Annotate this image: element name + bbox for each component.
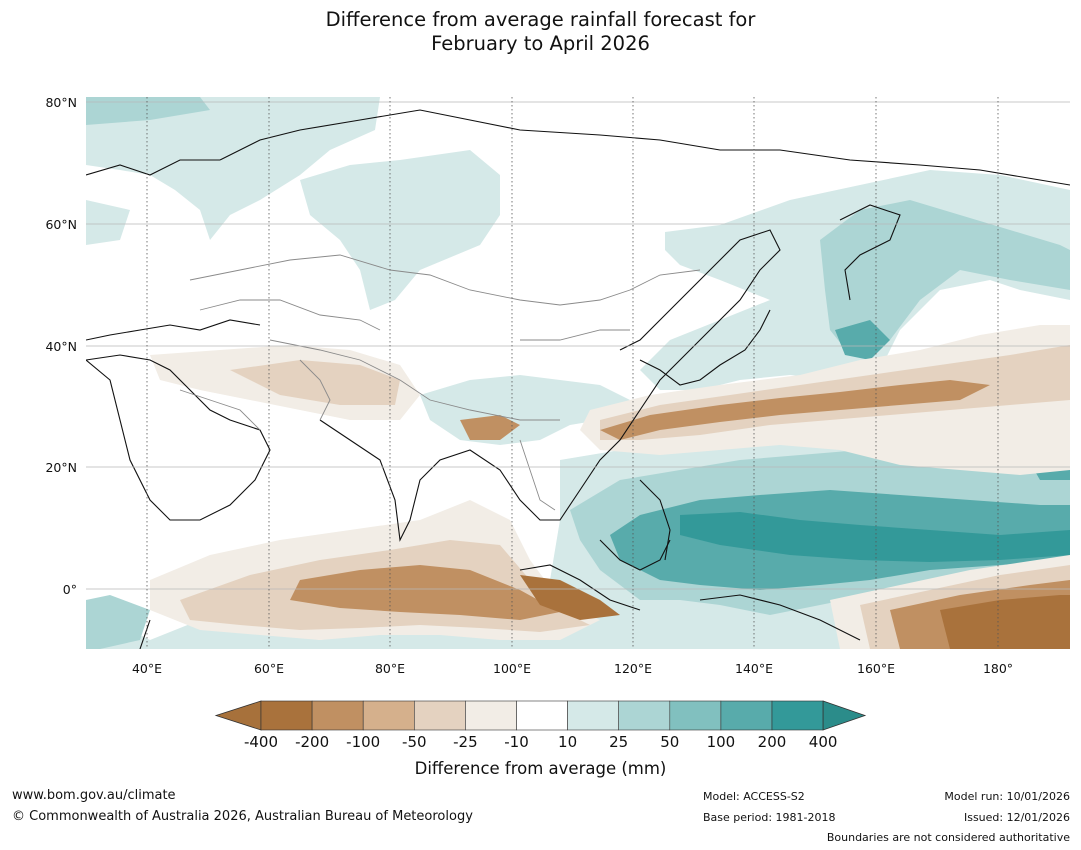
- colorbar-title: Difference from average (mm): [414, 759, 667, 778]
- dry-very-strong: [520, 575, 1070, 649]
- colorbar-segment: [465, 700, 517, 731]
- colorbar-tick-label: -50: [402, 733, 427, 751]
- colorbar-tick-label: 10: [558, 733, 578, 751]
- colorbar: [214, 700, 867, 731]
- colorbar-tick-label: -25: [453, 733, 478, 751]
- model-run-text: Model run: 10/01/2026: [944, 790, 1070, 803]
- lon-label-80e: 80°E: [374, 661, 406, 676]
- coastlines: [86, 109, 1070, 649]
- lon-label-180: 180°: [982, 661, 1014, 676]
- colorbar-segment: [362, 700, 415, 731]
- latitude-gridlines: [86, 101, 1070, 590]
- issued-text: Issued: 12/01/2026: [963, 811, 1070, 824]
- lon-label-100e: 100°E: [492, 661, 532, 676]
- base-period-text: Base period: 1981-2018: [703, 811, 836, 824]
- colorbar-segment: [618, 700, 671, 731]
- colorbar-tick-label: -400: [243, 733, 279, 751]
- chart-title: Difference from average rainfall forecas…: [0, 8, 1081, 56]
- lon-label-140e: 140°E: [734, 661, 774, 676]
- colorbar-segment: [771, 700, 824, 731]
- title-line-2: February to April 2026: [431, 32, 650, 55]
- colorbar-tick-label: -100: [346, 733, 381, 751]
- colorbar-tick-label: 50: [660, 733, 680, 751]
- colorbar-segment: [260, 700, 313, 731]
- colorbar-segment: [311, 700, 364, 731]
- colorbar-extend-low: [214, 700, 262, 731]
- colorbar-extend-high: [822, 700, 867, 731]
- longitude-gridlines: [146, 97, 999, 649]
- lon-label-160e: 160°E: [856, 661, 896, 676]
- disclaimer-text: Boundaries are not considered authoritat…: [826, 831, 1070, 844]
- website-link[interactable]: www.bom.gov.au/climate: [12, 788, 176, 803]
- copyright-text: © Commonwealth of Australia 2026, Austra…: [12, 809, 473, 824]
- model-text: Model: ACCESS-S2: [703, 790, 805, 803]
- colorbar-segment: [720, 700, 773, 731]
- lat-label-40n: 40°N: [45, 339, 77, 354]
- title-line-1: Difference from average rainfall forecas…: [325, 8, 756, 31]
- colorbar-segment: [567, 700, 619, 731]
- colorbar-tick-label: -10: [504, 733, 529, 751]
- colorbar-tick-label: -200: [295, 733, 330, 751]
- lat-label-20n: 20°N: [45, 460, 77, 475]
- rainfall-anomaly-field: [86, 97, 1070, 649]
- lon-label-60e: 60°E: [253, 661, 285, 676]
- lat-label-60n: 60°N: [45, 217, 77, 232]
- colorbar-tick-label: 400: [808, 733, 838, 751]
- lat-label-80n: 80°N: [45, 95, 77, 110]
- lon-label-40e: 40°E: [131, 661, 163, 676]
- colorbar-segment: [669, 700, 722, 731]
- colorbar-tick-label: 100: [706, 733, 736, 751]
- lon-label-120e: 120°E: [613, 661, 653, 676]
- colorbar-tick-label: 25: [609, 733, 629, 751]
- lat-label-0: 0°: [62, 582, 77, 597]
- colorbar-segment: [413, 700, 466, 731]
- colorbar-tick-label: 200: [757, 733, 787, 751]
- colorbar-segment: [516, 700, 568, 731]
- wet-very-strong: [680, 512, 1070, 562]
